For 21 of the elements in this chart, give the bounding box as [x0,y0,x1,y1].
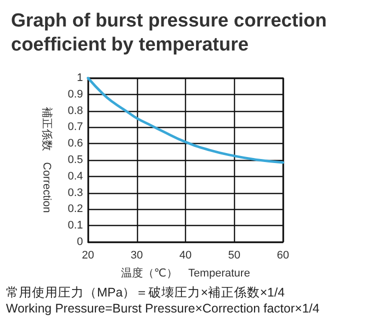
x-tick-label: 50 [228,250,240,262]
y-tick-label: 0.5 [68,154,83,166]
x-tick-label: 40 [179,250,192,262]
y-tick-label: 0.1 [68,220,83,232]
y-tick-label: 0.6 [68,138,83,150]
text: 常用使用圧力（MPa）＝破壊圧力×補正係数×1/4 [6,286,285,300]
chart-title: Graph of burst pressure correction coefficient by temperature [11,10,332,56]
y-tick-label: 0.3 [68,186,83,199]
y-tick-label: 0.8 [68,104,83,117]
x-tick-label: 30 [130,250,143,262]
y-tick-label: 0.2 [68,203,83,216]
x-tick-label: 20 [82,250,94,262]
y-tick-label: 0.4 [68,170,83,182]
y-tick-label: 0 [76,236,83,248]
x-axis-title: 温度（℃） Temperature [120,266,250,280]
y-tick-label: 0.9 [68,88,83,100]
y-axis-title: 補正係数 Correction [40,107,54,213]
y-tick-label: 0.7 [68,121,83,134]
y-tick-label: 1 [76,72,83,84]
x-tick-label: 60 [276,250,290,262]
text: Working Pressure=Burst Pressure×Correction factor×1/4 [6,302,320,316]
